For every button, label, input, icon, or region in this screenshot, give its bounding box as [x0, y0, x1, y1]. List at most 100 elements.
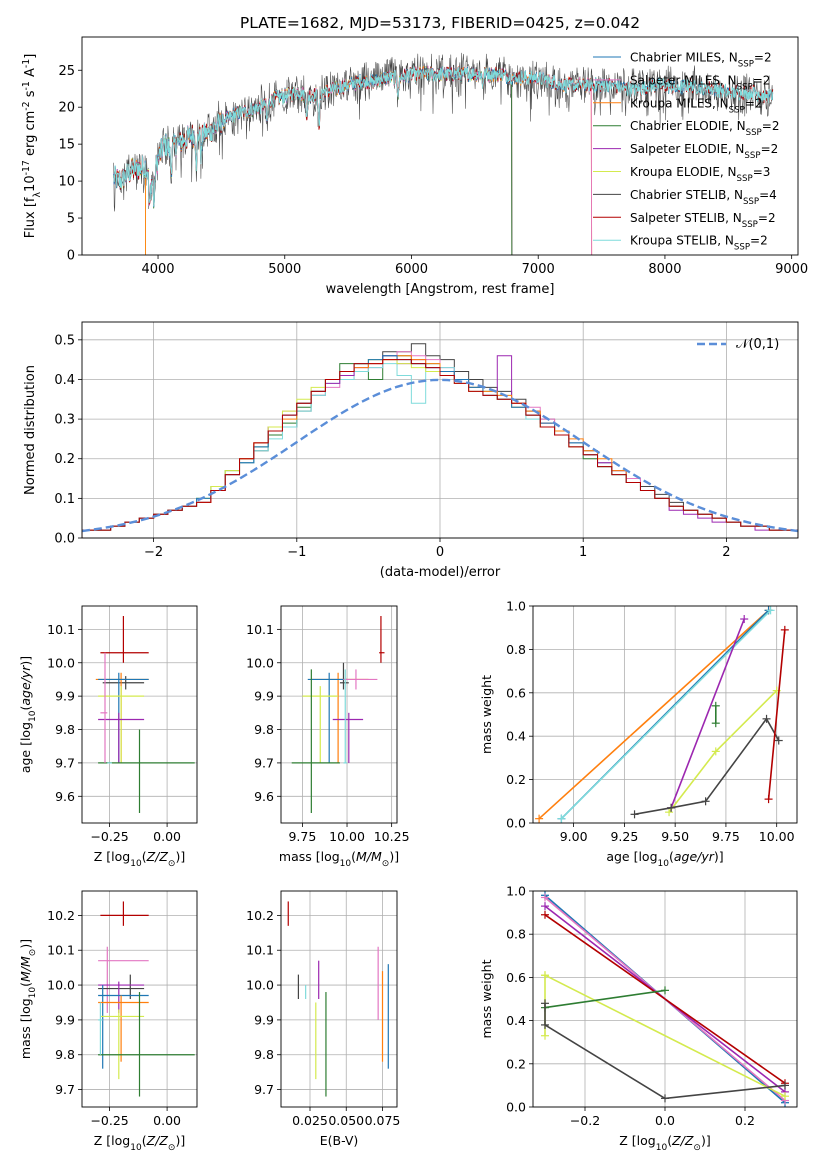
y-tick-label: 9.9 [55, 1012, 75, 1027]
y-tick-label: 9.6 [254, 789, 274, 804]
series-chabrier_stelib [544, 1003, 786, 1100]
y-tick-label: 9.9 [55, 689, 75, 704]
y-tick-label: 10.1 [246, 622, 274, 637]
x-axis-label: age [log10(age/yr)] [606, 849, 723, 869]
y-tick-label: 1.0 [506, 599, 526, 614]
y-tick-label: 9.6 [55, 789, 75, 804]
y-tick-label: 10.0 [246, 655, 274, 670]
x-axis-label: Z [log10(Z/Z⊙)] [94, 849, 185, 869]
axes-frame [81, 36, 799, 256]
legend-item: Kroupa ELODIE, NSSP=3 [630, 165, 770, 184]
y-tick-label: 10.1 [47, 943, 75, 958]
axes-frame [81, 890, 198, 1108]
x-axis-label: Z [log10(Z/Z⊙)] [94, 1133, 185, 1153]
x-tick-label: 1 [579, 545, 587, 560]
axes-frame [280, 605, 398, 824]
series-kroupa_miles [113, 65, 593, 255]
y-tick-label: 10 [58, 175, 75, 190]
y-axis-label: mass weight [479, 959, 494, 1038]
x-tick-label: 6000 [395, 262, 428, 277]
x-tick-label: 9.50 [661, 829, 689, 844]
y-tick-label: 10.0 [47, 655, 75, 670]
series-kroupa_elodie [544, 974, 786, 1097]
legend-item: Chabrier MILES, NSSP=2 [630, 51, 772, 70]
y-tick-label: 25 [58, 64, 75, 79]
y-tick-label: 9.8 [55, 1047, 75, 1062]
y-tick-label: 10.2 [47, 908, 75, 923]
plot-area [291, 616, 385, 813]
plot-area [113, 52, 774, 255]
panel-mass_vs_ebv: 0.025 0.050 0.075 9.7 9.8 9.9 10.0 10.1 10.2 E(B-… [246, 890, 401, 1148]
y-tick-label: 20 [58, 101, 75, 116]
y-tick-label: 9.7 [254, 1082, 274, 1097]
plot-area [98, 901, 195, 1097]
y-tick-label: 10.1 [47, 622, 75, 637]
gaussian-curve [82, 378, 798, 533]
panel-mass_vs_z: −0.25 0.00 9.7 9.8 9.9 10.0 10.1 10.2 Z [log10(Z… [18, 890, 198, 1153]
plot-area [535, 606, 789, 823]
y-tick-label: 0.0 [506, 816, 526, 831]
series-salpeter_stelib [767, 629, 786, 800]
series-chabrier_elodie [544, 989, 666, 1009]
legend-item: Kroupa MILES, NSSP=2 [630, 96, 763, 115]
x-tick-label: 9.75 [712, 829, 740, 844]
x-axis-label: (data-model)/error [380, 565, 501, 580]
y-tick-label: 10.1 [246, 943, 274, 958]
y-tick-label: 0.0 [506, 1100, 526, 1115]
y-tick-label: 0.6 [506, 970, 526, 985]
y-axis-label: mass weight [479, 675, 494, 754]
panel-age_vs_z: −0.25 0.00 9.6 9.7 9.8 9.9 10.0 10.1 Z [log10(Z/… [18, 605, 198, 869]
series-salpeter_stelib [544, 914, 786, 1084]
y-tick-label: 15 [58, 138, 75, 153]
legend-item: 𝒩(0,1) [736, 337, 779, 352]
panel-weight_vs_age: 9.00 9.25 9.50 9.75 10.00 0.0 0.2 0.4 0.6 0.8 1.0 a… [479, 599, 798, 869]
y-axis-label: age [log10(age/yr)] [18, 656, 38, 773]
y-tick-label: 0.5 [54, 333, 75, 348]
x-tick-label: 9.75 [288, 829, 316, 844]
x-tick-label: 9.25 [610, 829, 638, 844]
x-tick-label: 7000 [522, 262, 555, 277]
series-salpeter_miles [113, 65, 593, 255]
x-tick-label: 0.00 [153, 1113, 181, 1128]
y-tick-label: 9.9 [254, 1012, 274, 1027]
x-tick-label: 0.025 [292, 1113, 328, 1128]
series-salpeter_elodie [670, 618, 745, 809]
y-tick-label: 0.3 [54, 413, 75, 428]
histogram-salpeter_stelib [82, 359, 798, 538]
y-tick-label: 9.7 [55, 1082, 75, 1097]
y-tick-label: 5 [67, 212, 75, 227]
x-tick-label: 5000 [268, 262, 301, 277]
x-tick-label: 0.075 [365, 1113, 401, 1128]
x-tick-label: 9.00 [560, 829, 588, 844]
y-axis-label: mass [log10(M/M⊙)] [18, 939, 38, 1059]
y-axis-label: Normed distribution [23, 365, 38, 495]
axes-frame [280, 890, 398, 1108]
series-kroupa_stelib [113, 65, 774, 207]
y-tick-label: 9.9 [254, 689, 274, 704]
legend-item: Kroupa STELIB, NSSP=2 [630, 234, 768, 253]
y-tick-label: 0.8 [506, 642, 526, 657]
y-tick-label: 0.2 [506, 1056, 526, 1071]
legend-item: Chabrier STELIB, NSSP=4 [630, 188, 777, 207]
plot-area [95, 616, 195, 813]
y-tick-label: 0.2 [506, 772, 526, 787]
x-axis-label: mass [log10(M/M⊙)] [279, 849, 399, 869]
y-tick-label: 9.7 [254, 755, 274, 770]
y-tick-label: 0.2 [54, 452, 75, 467]
panel-spectrum: 4000 5000 6000 7000 8000 9000 0 5 10 15 20 25 wavele… [21, 14, 809, 297]
plot-area [541, 891, 789, 1107]
series-kroupa_stelib [560, 609, 772, 820]
x-tick-label: −0.2 [570, 1113, 600, 1128]
x-tick-label: 10.25 [374, 829, 410, 844]
x-tick-label: 9000 [775, 262, 808, 277]
panel-weight_vs_z: −0.2 0.0 0.2 0.0 0.2 0.4 0.6 0.8 1.0 Z [log10(Z/Z… [479, 884, 798, 1153]
x-tick-label: 0.00 [153, 829, 181, 844]
x-tick-label: −1 [287, 545, 306, 560]
x-axis-label: Z [log10(Z/Z⊙)] [619, 1133, 710, 1153]
y-tick-label: 0.1 [54, 492, 75, 507]
x-tick-label: 2 [722, 545, 730, 560]
y-axis-label: Flux [fλ10-17 erg cm-2 s-1 A-1] [21, 54, 43, 239]
axes-frame [81, 605, 198, 824]
y-tick-label: 10.0 [246, 978, 274, 993]
x-tick-label: 10.00 [759, 829, 795, 844]
